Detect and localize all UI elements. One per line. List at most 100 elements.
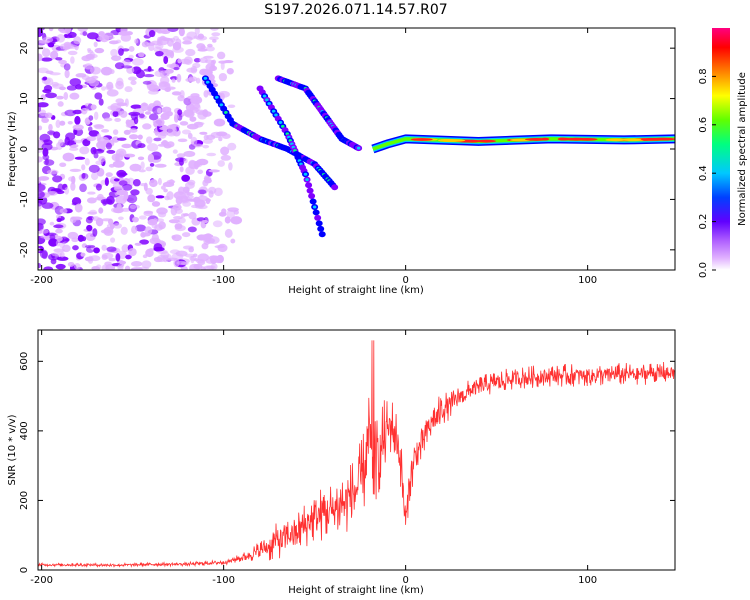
noise-blob xyxy=(106,246,117,252)
noise-blob xyxy=(128,111,141,116)
noise-blob xyxy=(155,218,165,222)
noise-blob xyxy=(124,86,133,93)
branch-core xyxy=(303,172,308,176)
noise-blob xyxy=(212,220,223,228)
noise-blob xyxy=(82,138,91,147)
noise-blob xyxy=(40,94,46,101)
noise-blob xyxy=(38,53,43,62)
noise-blob xyxy=(55,57,63,61)
noise-blob xyxy=(43,159,55,166)
noise-blob xyxy=(159,131,169,137)
spec-ytick-label: 0 xyxy=(19,146,30,152)
noise-blob xyxy=(71,237,79,243)
noise-blob xyxy=(118,48,124,56)
noise-blob xyxy=(38,125,43,131)
branch-blob xyxy=(312,209,320,216)
noise-blob xyxy=(170,76,178,81)
noise-blob xyxy=(211,32,221,37)
snr-frame xyxy=(37,329,676,571)
noise-blob xyxy=(199,57,208,64)
noise-blob xyxy=(64,109,77,117)
branch-core xyxy=(219,103,224,107)
noise-blob xyxy=(125,254,132,260)
noise-blob xyxy=(209,65,218,72)
noise-blob xyxy=(95,183,102,191)
noise-blob xyxy=(182,40,193,45)
noise-blob xyxy=(57,139,64,147)
noise-blob xyxy=(142,80,152,85)
noise-blob xyxy=(221,133,231,139)
noise-blob xyxy=(187,132,193,139)
noise-blob xyxy=(192,62,201,69)
noise-blob xyxy=(69,216,77,224)
noise-blob xyxy=(122,59,131,66)
noise-blob xyxy=(123,153,136,158)
noise-blob xyxy=(201,234,214,239)
noise-blob xyxy=(115,80,124,90)
noise-blob xyxy=(38,67,49,74)
noise-blob xyxy=(93,111,99,120)
noise-blob xyxy=(166,86,176,90)
noise-blob xyxy=(115,98,125,104)
noise-blob xyxy=(173,216,183,220)
noise-blob xyxy=(111,153,124,162)
noise-blob xyxy=(185,181,195,189)
noise-blob xyxy=(84,63,93,70)
noise-blob xyxy=(193,121,205,126)
spec-xtick-label: -100 xyxy=(212,275,235,286)
noise-blob xyxy=(40,57,53,62)
noise-blob xyxy=(220,61,225,71)
noise-blob xyxy=(183,213,190,217)
branch-blob xyxy=(305,182,313,189)
snr-series-line xyxy=(38,340,675,568)
noise-blob xyxy=(144,111,152,115)
noise-blob xyxy=(64,28,72,34)
colorbar: 0.0 0.2 0.4 0.6 0.8 Normalized spectral ampl… xyxy=(698,28,748,278)
signal-peak xyxy=(476,139,497,143)
noise-blob xyxy=(64,69,70,79)
noise-blob xyxy=(111,136,120,143)
noise-blob xyxy=(106,81,114,90)
noise-blob xyxy=(190,204,200,209)
signal-peak xyxy=(524,138,548,141)
noise-blob xyxy=(125,120,137,126)
noise-blob xyxy=(110,55,122,61)
noise-blob xyxy=(139,239,150,245)
snr-xtick-label: 100 xyxy=(578,575,597,586)
noise-blob xyxy=(74,156,86,160)
noise-blob xyxy=(197,195,208,202)
noise-blob xyxy=(171,78,176,83)
snr-xtick-label: 0 xyxy=(402,575,408,586)
noise-blob xyxy=(121,244,130,253)
noise-blob xyxy=(102,112,111,120)
noise-blob xyxy=(217,243,228,253)
noise-blob xyxy=(98,155,106,163)
snr-ytick-label: 200 xyxy=(19,491,30,510)
noise-blob xyxy=(228,162,233,171)
noise-blob xyxy=(210,131,223,139)
noise-blob xyxy=(93,41,98,48)
snr-panel: -200 -100 0 100 0 200 400 600 Height of straigh… xyxy=(7,329,676,596)
noise-blob xyxy=(208,169,220,173)
noise-blob xyxy=(39,228,49,234)
branch-blob xyxy=(317,225,325,232)
noise-blob xyxy=(72,245,79,251)
noise-blob xyxy=(105,142,112,150)
noise-blob xyxy=(196,43,206,50)
noise-blob xyxy=(125,31,133,36)
noise-blob xyxy=(90,172,99,181)
signal-peak xyxy=(621,138,646,142)
noise-blob xyxy=(153,137,162,142)
spec-xtick-label: -200 xyxy=(30,275,53,286)
noise-blob xyxy=(202,179,209,187)
noise-blob xyxy=(91,75,99,79)
noise-blob xyxy=(164,70,169,74)
noise-blob xyxy=(153,246,165,252)
noise-blob xyxy=(67,50,78,56)
noise-blob xyxy=(208,36,219,41)
noise-blob xyxy=(113,178,120,182)
noise-blob xyxy=(193,58,201,63)
noise-blob xyxy=(183,56,193,65)
noise-blob xyxy=(160,112,170,121)
noise-blob xyxy=(124,265,131,270)
